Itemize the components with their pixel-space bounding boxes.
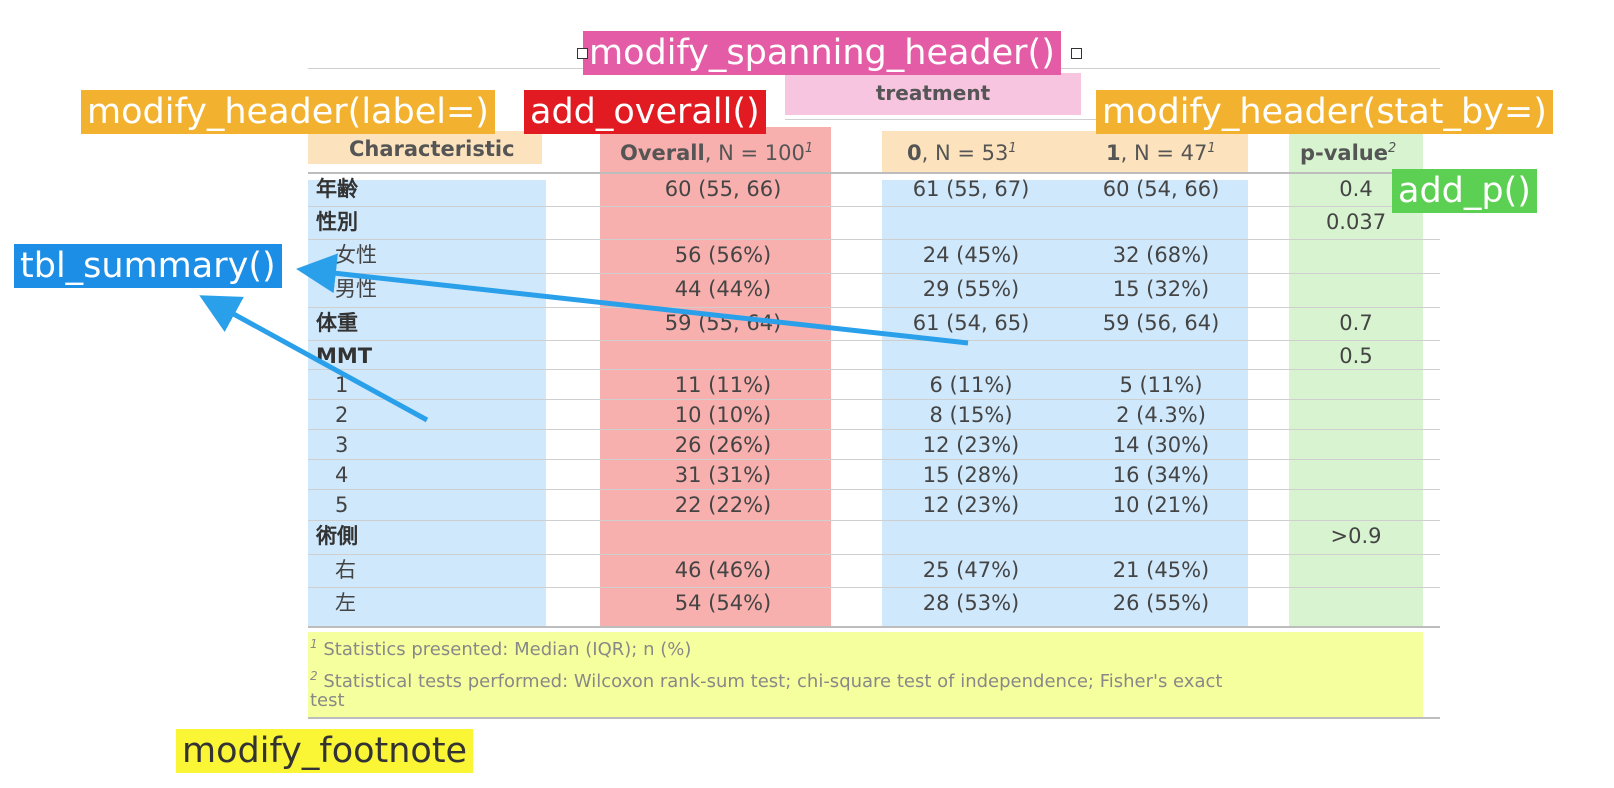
annotation-modify-header-stat-by: modify_header(stat_by=): [1096, 90, 1553, 134]
header-bottom-rule: [308, 172, 1440, 174]
arrow-from-group-column: [296, 253, 969, 346]
group-1-cell: 2 (4.3%): [1116, 403, 1206, 427]
group-0-cell: 8 (15%): [929, 403, 1013, 427]
row-label: 女性: [335, 243, 377, 267]
header-group-0: 0, N = 531: [907, 141, 1017, 165]
group-1-cell: 60 (54, 66): [1102, 177, 1220, 201]
group-header-highlight: [882, 131, 1248, 173]
p-value-cell: 0.037: [1325, 210, 1387, 234]
header-group-1: 1, N = 471: [1106, 141, 1216, 165]
group-0-cell: 12 (23%): [922, 433, 1020, 457]
header-p-value: p-value2: [1300, 141, 1397, 165]
row-label: 4: [335, 463, 349, 487]
overall-cell: 10 (10%): [674, 403, 772, 427]
row-label: 3: [335, 433, 349, 457]
group-1-cell: 10 (21%): [1112, 493, 1210, 517]
group-0-cell: 29 (55%): [922, 277, 1020, 301]
spanning-header-treatment: treatment: [875, 81, 991, 105]
row-label: 術側: [316, 524, 358, 548]
group-0-cell: 28 (53%): [922, 591, 1020, 615]
table-bottom-rule: [308, 626, 1440, 628]
overall-cell: 22 (22%): [674, 493, 772, 517]
row-divider: [308, 587, 1440, 588]
row-label: 性別: [316, 210, 358, 234]
row-label: 体重: [316, 311, 358, 335]
row-divider: [308, 459, 1440, 460]
row-label: 1: [335, 373, 349, 397]
row-divider: [308, 340, 1440, 341]
annotation-tbl-summary: tbl_summary(): [14, 244, 282, 288]
group-1-cell: 5 (11%): [1119, 373, 1203, 397]
overall-cell: 11 (11%): [674, 373, 772, 397]
group-0-cell: 12 (23%): [922, 493, 1020, 517]
group-1-cell: 32 (68%): [1112, 243, 1210, 267]
group-0-cell: 61 (54, 65): [912, 311, 1030, 335]
row-divider: [308, 399, 1440, 400]
annotation-modify-header-label: modify_header(label=): [81, 90, 495, 134]
characteristic-column-highlight: [308, 180, 546, 626]
spanning-header-highlight: [785, 73, 1081, 115]
row-divider: [308, 273, 1440, 274]
group-1-cell: 15 (32%): [1112, 277, 1210, 301]
row-divider: [308, 206, 1440, 207]
p-value-column-highlight: [1289, 131, 1423, 626]
characteristic-header-highlight: [308, 131, 542, 164]
p-value-cell: >0.9: [1330, 524, 1382, 548]
annotation-add-p: add_p(): [1392, 169, 1537, 213]
row-divider: [308, 429, 1440, 430]
header-overall: Overall, N = 1001: [620, 141, 814, 165]
row-divider: [308, 520, 1440, 521]
arrow-from-characteristic-column: [199, 295, 429, 423]
row-label: 年齢: [316, 177, 358, 201]
p-value-cell: 0.5: [1339, 344, 1373, 368]
selection-handle-left[interactable]: [577, 48, 588, 59]
group-1-cell: 16 (34%): [1112, 463, 1210, 487]
overall-cell: 31 (31%): [674, 463, 772, 487]
group-1-cell: 59 (56, 64): [1102, 311, 1220, 335]
overall-cell: 60 (55, 66): [664, 177, 782, 201]
group-0-cell: 6 (11%): [929, 373, 1013, 397]
row-divider: [308, 489, 1440, 490]
row-label: 右: [335, 558, 356, 582]
overall-cell: 26 (26%): [674, 433, 772, 457]
group-0-cell: 25 (47%): [922, 558, 1020, 582]
group-0-cell: 24 (45%): [922, 243, 1020, 267]
footnote-bottom-rule: [308, 717, 1440, 719]
p-value-cell: 0.7: [1339, 311, 1373, 335]
footnote-2-continued: test: [310, 690, 345, 711]
group-0-cell: 15 (28%): [922, 463, 1020, 487]
row-divider: [308, 554, 1440, 555]
annotation-add-overall: add_overall(): [524, 90, 766, 134]
overall-cell: 54 (54%): [674, 591, 772, 615]
overall-cell: 44 (44%): [674, 277, 772, 301]
annotation-modify-spanning-header: modify_spanning_header(): [583, 31, 1061, 75]
row-divider: [308, 369, 1440, 370]
overall-column-highlight: [600, 127, 831, 626]
footnote-highlight: [308, 632, 1423, 718]
annotation-modify-footnote: modify_footnote: [176, 729, 474, 773]
row-label: 5: [335, 493, 349, 517]
row-divider: [308, 239, 1440, 240]
group-1-cell: 26 (55%): [1112, 591, 1210, 615]
p-value-cell: 0.4: [1339, 177, 1373, 201]
row-label: 左: [335, 591, 356, 615]
row-label: 2: [335, 403, 349, 427]
group-column-highlight: [882, 180, 1248, 626]
row-label: 男性: [335, 277, 377, 301]
selection-handle-right[interactable]: [1071, 48, 1082, 59]
overall-cell: 56 (56%): [674, 243, 772, 267]
overall-cell: 46 (46%): [674, 558, 772, 582]
header-characteristic: Characteristic: [349, 137, 515, 161]
footnote-1: 1 Statistics presented: Median (IQR); n …: [310, 637, 692, 660]
row-divider: [308, 307, 1440, 308]
footnote-2: 2 Statistical tests performed: Wilcoxon …: [310, 669, 1223, 692]
group-1-cell: 21 (45%): [1112, 558, 1210, 582]
group-1-cell: 14 (30%): [1112, 433, 1210, 457]
group-0-cell: 61 (55, 67): [912, 177, 1030, 201]
